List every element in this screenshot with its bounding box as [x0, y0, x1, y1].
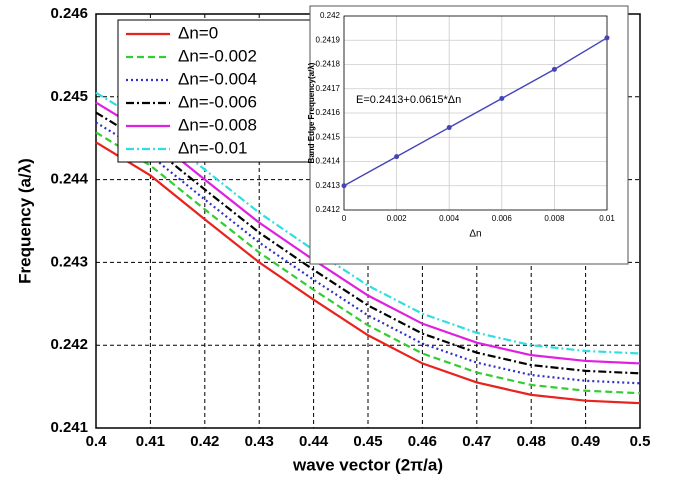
y-axis-label: Band Edge Frequency(a/λ)	[307, 62, 316, 163]
y-axis-label: Frequency (a/λ)	[15, 158, 34, 284]
y-tick-label: 0.2415	[316, 132, 341, 141]
y-tick-label: 0.242	[50, 336, 88, 353]
x-tick-label: 0.002	[387, 214, 408, 223]
y-tick-label: 0.241	[50, 419, 88, 436]
data-point	[394, 154, 400, 160]
x-tick-label: 0.41	[136, 433, 165, 450]
y-tick-label: 0.2412	[316, 205, 341, 214]
y-tick-label: 0.244	[50, 171, 88, 188]
x-tick-label: 0.004	[439, 214, 460, 223]
data-point	[604, 35, 610, 41]
x-axis-label: Δn	[469, 229, 481, 240]
annotation: E=0.2413+0.0615*Δn	[356, 94, 461, 106]
legend-box	[117, 19, 311, 163]
legend-label: Δn=-0.002	[178, 46, 257, 65]
data-point	[446, 125, 452, 131]
x-tick-label: 0	[342, 214, 347, 223]
y-tick-label: 0.2417	[316, 84, 341, 93]
data-line	[95, 131, 641, 395]
y-tick-label: 0.246	[50, 5, 88, 22]
legend: Δn=0 Δn=-0.002 Δn=-0.004 Δn=-0.006 Δn=-0.008…	[117, 19, 311, 163]
y-tick-label: 0.2416	[316, 108, 341, 117]
x-tick-label: 0.47	[462, 433, 491, 450]
y-tick-label: 0.242	[320, 11, 341, 20]
x-tick-label: 0.4	[86, 433, 108, 450]
data-line	[95, 141, 641, 405]
inset-chart: 0 0.002 0.004 0.006 0.008 0.01 0.2412 0.2413 0.2…	[307, 5, 629, 265]
x-axis-label: wave vector (2π/a)	[292, 455, 443, 474]
legend-label: Δn=-0.008	[178, 115, 257, 134]
legend-label: Δn=-0.006	[178, 92, 257, 111]
x-tick-label: 0.01	[599, 214, 615, 223]
data-point	[551, 66, 557, 72]
data-line	[343, 37, 608, 187]
data-point	[341, 183, 347, 189]
x-tick-label: 0.49	[571, 433, 600, 450]
x-tick-label: 0.43	[245, 433, 274, 450]
x-tick-label: 0.42	[190, 433, 219, 450]
data-line	[95, 121, 641, 385]
y-tick-label: 0.243	[50, 253, 88, 270]
x-tick-label: 0.008	[544, 214, 565, 223]
x-tick-label: 0.5	[630, 433, 651, 450]
y-tick-label: 0.245	[50, 88, 88, 105]
legend-label: Δn=-0.01	[178, 138, 248, 157]
y-tick-label: 0.2419	[316, 35, 341, 44]
y-tick-label: 0.2414	[316, 157, 341, 166]
data-line	[95, 101, 641, 365]
legend-label: Δn=0	[178, 23, 218, 42]
x-tick-label: 0.45	[353, 433, 382, 450]
x-tick-label: 0.48	[517, 433, 546, 450]
x-tick-label: 0.46	[408, 433, 437, 450]
x-tick-label: 0.44	[299, 433, 329, 450]
plot-frame	[343, 15, 608, 211]
data-point	[499, 95, 505, 101]
legend-label: Δn=-0.004	[178, 69, 257, 88]
y-tick-label: 0.2418	[316, 60, 341, 69]
x-tick-label: 0.006	[492, 214, 513, 223]
y-tick-label: 0.2413	[316, 181, 341, 190]
